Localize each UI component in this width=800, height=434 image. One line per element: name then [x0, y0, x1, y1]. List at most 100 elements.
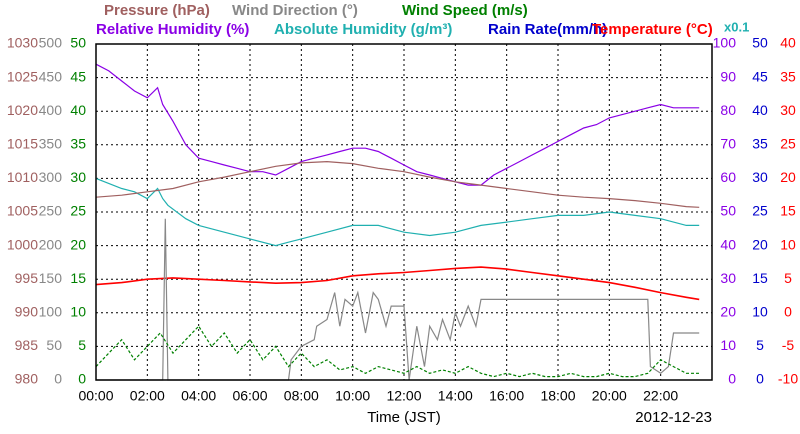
wind_direction-tick-label: 350	[39, 136, 63, 152]
legend-item: Wind Direction (°)	[232, 2, 358, 19]
series-temperature	[95, 266, 700, 301]
wind_speed-tick-label: 0	[78, 371, 86, 387]
temperature-tick-label: 20	[780, 169, 796, 185]
temperature-tick-label: 15	[780, 203, 796, 219]
wind_direction-tick-label: 100	[39, 304, 63, 320]
pressure-tick-label: 1005	[7, 203, 38, 219]
temperature-tick-label: 5	[784, 270, 792, 286]
legend-item: Rain Rate(mm/h)	[488, 21, 607, 38]
rain_rate-tick-label: 25	[752, 203, 768, 219]
rain-multiplier-label: x0.1	[724, 19, 749, 34]
legend-item: Wind Speed (m/s)	[402, 2, 528, 19]
humidity-tick-label: 70	[720, 136, 736, 152]
rain_rate-tick-label: 35	[752, 136, 768, 152]
humidity-tick-label: 90	[720, 68, 736, 84]
humidity-tick-label: 80	[720, 102, 736, 118]
pressure-tick-label: 1010	[7, 169, 38, 185]
humidity-tick-label: 60	[720, 169, 736, 185]
plot-frame	[95, 43, 713, 381]
legend-item: Relative Humidity (%)	[96, 21, 249, 38]
humidity-tick-label: 10	[720, 337, 736, 353]
series-pressure	[95, 160, 700, 208]
legend-item: Absolute Humidity (g/m³)	[274, 21, 452, 38]
rain_rate-tick-label: 5	[756, 337, 764, 353]
wind_speed-tick-label: 15	[70, 270, 86, 286]
date-label: 2012-12-23	[635, 409, 712, 426]
wind_speed-tick-label: 5	[78, 337, 86, 353]
x-tick-label: 22:00	[643, 388, 678, 404]
wind_direction-tick-label: 150	[39, 270, 63, 286]
x-tick-label: 10:00	[335, 388, 370, 404]
wind_direction-tick-label: 450	[39, 68, 63, 84]
pressure-tick-label: 995	[15, 270, 39, 286]
x-tick-label: 16:00	[489, 388, 524, 404]
legend-item: Temperature (°C)	[592, 21, 713, 38]
humidity-tick-label: 50	[720, 203, 736, 219]
x-axis-label: Time (JST)	[367, 409, 441, 426]
temperature-tick-label: 35	[780, 68, 796, 84]
wind_direction-tick-label: 250	[39, 203, 63, 219]
wind_direction-tick-label: 300	[39, 169, 63, 185]
pressure-tick-label: 980	[15, 371, 39, 387]
wind_direction-tick-label: 200	[39, 236, 63, 252]
pressure-tick-label: 1025	[7, 68, 38, 84]
pressure-tick-label: 990	[15, 304, 39, 320]
legend: Pressure (hPa) Wind Direction (°) Wind Spe…	[96, 2, 749, 38]
wind_speed-tick-label: 45	[70, 68, 86, 84]
rain_rate-tick-label: 0	[756, 371, 764, 387]
series-absolute-humidity	[95, 177, 700, 247]
rain_rate-tick-label: 30	[752, 169, 768, 185]
temperature-tick-label: 30	[780, 102, 796, 118]
series-wind-direction	[96, 218, 700, 381]
wind_speed-tick-label: 30	[70, 169, 86, 185]
wind_speed-tick-label: 50	[70, 35, 86, 51]
humidity-tick-label: 100	[713, 35, 737, 51]
rain_rate-tick-label: 15	[752, 270, 768, 286]
temperature-tick-label: -10	[778, 371, 798, 387]
rain_rate-tick-label: 20	[752, 236, 768, 252]
rain_rate-tick-label: 50	[752, 35, 768, 51]
rain_rate-tick-label: 40	[752, 102, 768, 118]
wind_speed-tick-label: 10	[70, 304, 86, 320]
grid	[96, 44, 712, 380]
x-tick-label: 20:00	[592, 388, 627, 404]
pressure-tick-label: 985	[15, 337, 39, 353]
axes: 9809859909951000100510101015102010251030…	[7, 35, 798, 387]
wind_direction-tick-label: 50	[46, 337, 62, 353]
wind_speed-tick-label: 35	[70, 136, 86, 152]
wind_direction-tick-label: 500	[39, 35, 63, 51]
pressure-tick-label: 1030	[7, 35, 38, 51]
humidity-tick-label: 40	[720, 236, 736, 252]
x-tick-label: 08:00	[284, 388, 319, 404]
series-relative-humidity	[95, 63, 700, 186]
legend-item: Pressure (hPa)	[104, 2, 210, 19]
wind_speed-tick-label: 40	[70, 102, 86, 118]
wind_direction-tick-label: 0	[54, 371, 62, 387]
wind_speed-tick-label: 20	[70, 236, 86, 252]
x-tick-label: 18:00	[540, 388, 575, 404]
series-wind-speed	[95, 325, 700, 378]
x-axis: 00:00 02:00 04:00 06:00 08:00 10:00 12:00 14:00…	[78, 388, 712, 426]
x-tick-label: 04:00	[181, 388, 216, 404]
x-tick-label: 06:00	[232, 388, 267, 404]
x-tick-label: 14:00	[438, 388, 473, 404]
temperature-tick-label: 0	[784, 304, 792, 320]
wind_speed-tick-label: 25	[70, 203, 86, 219]
x-tick-label: 00:00	[78, 388, 113, 404]
rain_rate-tick-label: 10	[752, 304, 768, 320]
temperature-tick-label: 40	[780, 35, 796, 51]
temperature-tick-label: -5	[782, 337, 795, 353]
rain_rate-tick-label: 45	[752, 68, 768, 84]
series-group	[95, 63, 700, 381]
pressure-tick-label: 1020	[7, 102, 38, 118]
pressure-tick-label: 1000	[7, 236, 38, 252]
x-tick-label: 02:00	[130, 388, 165, 404]
pressure-tick-label: 1015	[7, 136, 38, 152]
x-tick-label: 12:00	[386, 388, 421, 404]
temperature-tick-label: 10	[780, 236, 796, 252]
temperature-tick-label: 25	[780, 136, 796, 152]
humidity-tick-label: 0	[728, 371, 736, 387]
wind_direction-tick-label: 400	[39, 102, 63, 118]
humidity-tick-label: 20	[720, 304, 736, 320]
